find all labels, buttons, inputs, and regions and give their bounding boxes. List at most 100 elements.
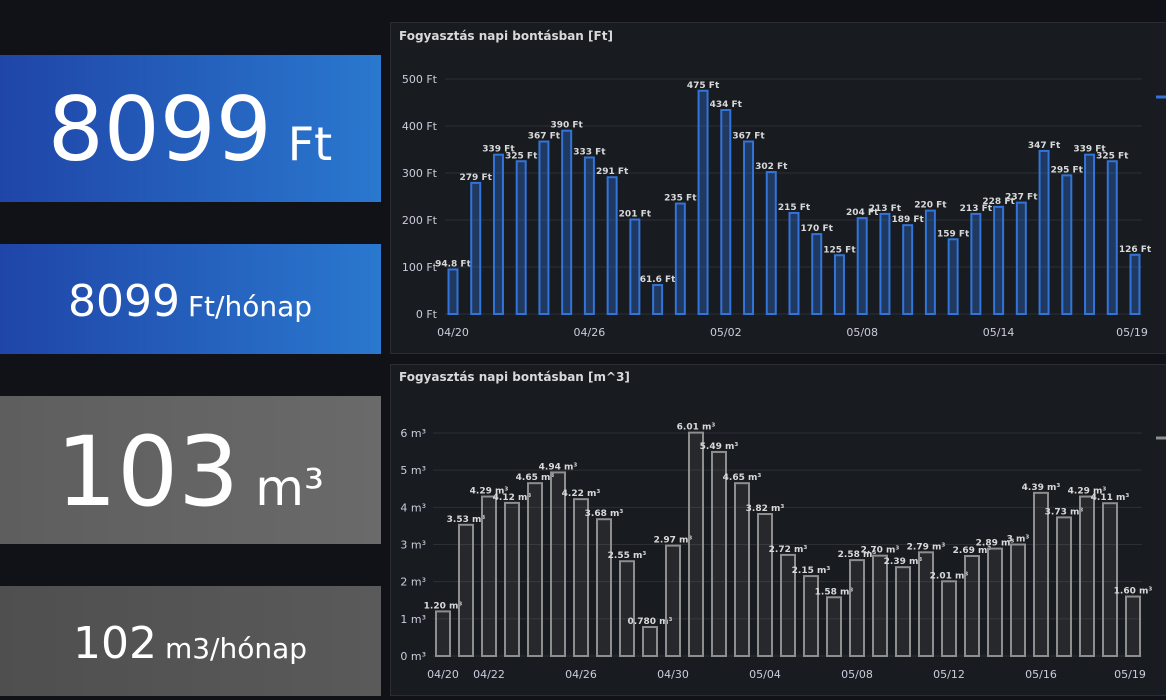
value-label: 201 Ft [619,210,652,220]
bar [470,181,482,315]
stat-unit: m³ [255,459,324,517]
y-tick-label: 200 Ft [402,214,438,227]
value-label: 2.97 m³ [654,536,693,546]
bar [987,547,1003,657]
value-label: 3.82 m³ [746,504,785,514]
bar [697,89,709,315]
value-label: 213 Ft [960,204,993,214]
bar [447,268,459,315]
value-label: 126 Ft [1119,245,1152,255]
bar [665,544,681,657]
bar [918,551,934,657]
y-tick-label: 400 Ft [402,120,438,133]
bar [1079,495,1095,657]
value-label: 2.39 m³ [884,557,923,567]
bar [1125,595,1141,657]
y-tick-label: 500 Ft [402,73,438,86]
x-tick-label: 05/08 [846,326,878,339]
bar [833,254,845,315]
stat-text: 102 m3/hónap [73,618,307,669]
value-label: 3.68 m³ [585,509,624,519]
value-label: 1.58 m³ [815,587,854,597]
bar [596,518,612,658]
x-tick-label: 04/26 [574,326,606,339]
bar [458,523,474,658]
x-tick-label: 05/14 [983,326,1015,339]
stat-panel [0,396,381,544]
y-tick-label: 3 m³ [400,539,426,552]
y-tick-label: 300 Ft [402,167,438,180]
bar [538,140,550,315]
bar [642,626,658,658]
bar [629,218,641,315]
stat-panel [0,586,381,696]
value-label: 291 Ft [596,167,629,177]
value-label: 2.70 m³ [861,546,900,556]
y-tick-label: 2 m³ [400,576,426,589]
bar [674,202,686,315]
bar [765,171,777,315]
value-label: 295 Ft [1051,165,1084,175]
value-label: 1.60 m³ [1114,587,1153,597]
value-label: 390 Ft [550,121,583,131]
bar [803,575,819,658]
bar [947,238,959,316]
bar [1038,149,1050,315]
value-label: 3 m³ [1007,535,1030,545]
bar [879,212,891,315]
y-tick-label: 6 m³ [400,427,426,440]
stat-text: 8099 Ft/hónap [68,276,312,327]
stat-unit: Ft [288,117,333,171]
value-label: 61.6 Ft [640,275,676,285]
stat-value: 103 [56,416,239,528]
bar [811,233,823,316]
stat-value: 102 [73,618,157,669]
value-label: 4.65 m³ [516,473,555,483]
bar [1056,516,1072,658]
value-label: 204 Ft [846,208,879,218]
stat-value: 8099 [68,276,180,327]
bar [826,596,842,658]
value-label: 4.29 m³ [470,487,509,497]
value-label: 302 Ft [755,162,788,172]
value-label: 2.79 m³ [907,542,946,552]
bar [872,554,888,658]
bar [941,580,957,657]
stat-value: 8099 [48,78,272,181]
bar [1102,502,1118,657]
value-label: 4.12 m³ [493,493,532,503]
value-label: 279 Ft [460,173,493,183]
y-tick-label: 100 Ft [402,261,438,274]
value-label: 125 Ft [823,245,856,255]
y-tick-label: 5 m³ [400,464,426,477]
panel [390,22,1166,354]
x-tick-label: 05/16 [1025,668,1057,681]
value-label: 170 Ft [801,224,834,234]
value-label: 189 Ft [891,215,924,225]
y-tick-label: 1 m³ [400,613,426,626]
panel-title: Fogyasztás napi bontásban [Ft] [399,29,613,43]
x-tick-label: 04/26 [565,668,597,681]
bar [1010,543,1026,657]
value-label: 220 Ft [914,201,947,211]
value-label: 94.8 Ft [435,259,471,269]
value-label: 2.72 m³ [769,545,808,555]
bar [573,498,589,658]
bar [527,482,543,657]
bar [780,553,796,658]
value-label: 475 Ft [687,81,720,91]
stat-text: 8099 Ft [48,78,332,181]
bar [492,153,504,315]
bar [970,212,982,315]
bar [993,205,1005,315]
bar [619,560,635,657]
x-tick-label: 05/08 [841,668,873,681]
value-label: 4.65 m³ [723,473,762,483]
bar [583,156,595,315]
bar [711,450,727,657]
value-label: 367 Ft [732,132,765,142]
value-label: 5.49 m³ [700,442,739,452]
bar [481,495,497,657]
x-tick-label: 05/02 [710,326,742,339]
value-label: 333 Ft [573,147,606,157]
